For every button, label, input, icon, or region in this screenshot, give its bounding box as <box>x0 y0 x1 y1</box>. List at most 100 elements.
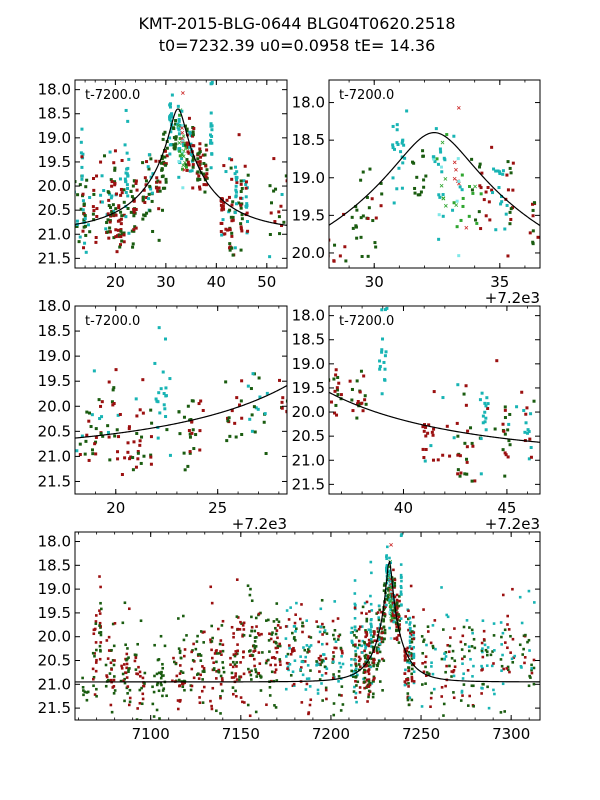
data-point <box>253 629 257 633</box>
data-point <box>234 652 238 656</box>
data-point <box>504 641 507 644</box>
data-point <box>421 425 425 429</box>
data-point <box>412 631 416 634</box>
data-point <box>145 196 149 200</box>
data-point <box>412 646 416 649</box>
data-point <box>324 688 328 692</box>
data-point <box>110 400 114 404</box>
data-point <box>191 130 195 134</box>
data-point <box>143 200 147 204</box>
data-point <box>204 175 208 179</box>
data-point <box>462 683 466 686</box>
data-point <box>407 650 411 654</box>
data-point <box>527 589 531 593</box>
data-point <box>181 685 185 689</box>
data-point <box>248 670 251 674</box>
data-point <box>443 177 448 181</box>
data-point <box>380 192 384 196</box>
data-point <box>95 174 99 178</box>
data-point <box>287 276 290 279</box>
data-point <box>111 388 115 392</box>
data-point <box>78 183 82 187</box>
data-point <box>149 435 153 439</box>
data-point <box>219 682 223 686</box>
data-point <box>148 209 152 213</box>
data-point <box>388 611 391 614</box>
data-point <box>462 392 466 396</box>
data-point <box>246 173 250 177</box>
data-point <box>172 136 176 140</box>
data-point <box>131 184 135 188</box>
data-point <box>182 451 186 455</box>
data-point <box>248 714 252 718</box>
data-point <box>252 405 256 409</box>
data-point <box>129 210 133 214</box>
data-point <box>481 496 484 499</box>
data-point <box>340 694 343 697</box>
data-point <box>410 672 414 676</box>
data-point <box>83 452 87 456</box>
data-point <box>227 195 231 199</box>
data-point <box>141 161 145 165</box>
data-point <box>210 601 214 605</box>
y-tick-label: 18.5 <box>292 331 325 349</box>
data-point <box>439 183 444 188</box>
data-point <box>528 437 532 441</box>
data-point <box>354 653 358 657</box>
data-point <box>528 649 531 652</box>
data-point <box>157 326 161 330</box>
data-point <box>444 670 447 674</box>
data-point <box>542 185 545 188</box>
data-point <box>543 256 546 259</box>
data-point <box>209 585 213 589</box>
data-point <box>138 439 142 443</box>
data-point <box>511 661 515 664</box>
data-point <box>304 275 307 278</box>
data-point <box>486 185 490 189</box>
data-point <box>224 170 228 174</box>
data-point <box>119 229 123 233</box>
y-tick-label: 19.5 <box>38 153 71 171</box>
data-point <box>254 670 258 674</box>
data-point <box>201 701 205 704</box>
data-point <box>168 105 172 109</box>
data-point <box>178 664 182 667</box>
data-point <box>177 141 182 145</box>
data-point <box>258 633 261 637</box>
data-point <box>157 238 161 242</box>
data-point <box>363 394 367 398</box>
data-point <box>441 453 445 457</box>
data-point <box>316 663 320 666</box>
data-point <box>365 600 369 604</box>
data-point <box>102 154 106 158</box>
data-point <box>559 203 562 206</box>
data-point <box>182 143 186 147</box>
data-point <box>157 391 161 395</box>
data-point <box>280 400 284 404</box>
data-point <box>457 179 461 183</box>
data-point <box>121 621 125 625</box>
data-point <box>333 637 336 641</box>
data-point <box>163 155 167 159</box>
data-point <box>147 197 151 201</box>
data-point <box>117 435 121 439</box>
data-point <box>353 579 357 582</box>
data-point <box>112 209 116 213</box>
plot-area-p4 <box>329 306 540 494</box>
data-point <box>232 632 235 635</box>
data-point <box>371 640 374 644</box>
data-point <box>138 701 142 705</box>
data-point <box>453 627 456 630</box>
data-point <box>356 400 360 404</box>
data-point <box>304 688 308 691</box>
data-point <box>370 609 374 612</box>
data-point <box>257 612 261 616</box>
data-point <box>267 618 270 622</box>
data-point <box>113 149 117 153</box>
data-point <box>503 405 507 409</box>
data-point <box>177 160 181 164</box>
panel-p5: 7100 7150 7200 7250 730018.018.519.019.520.0… <box>38 531 541 743</box>
data-point <box>440 170 444 174</box>
data-point <box>397 166 401 170</box>
data-point <box>407 682 410 685</box>
